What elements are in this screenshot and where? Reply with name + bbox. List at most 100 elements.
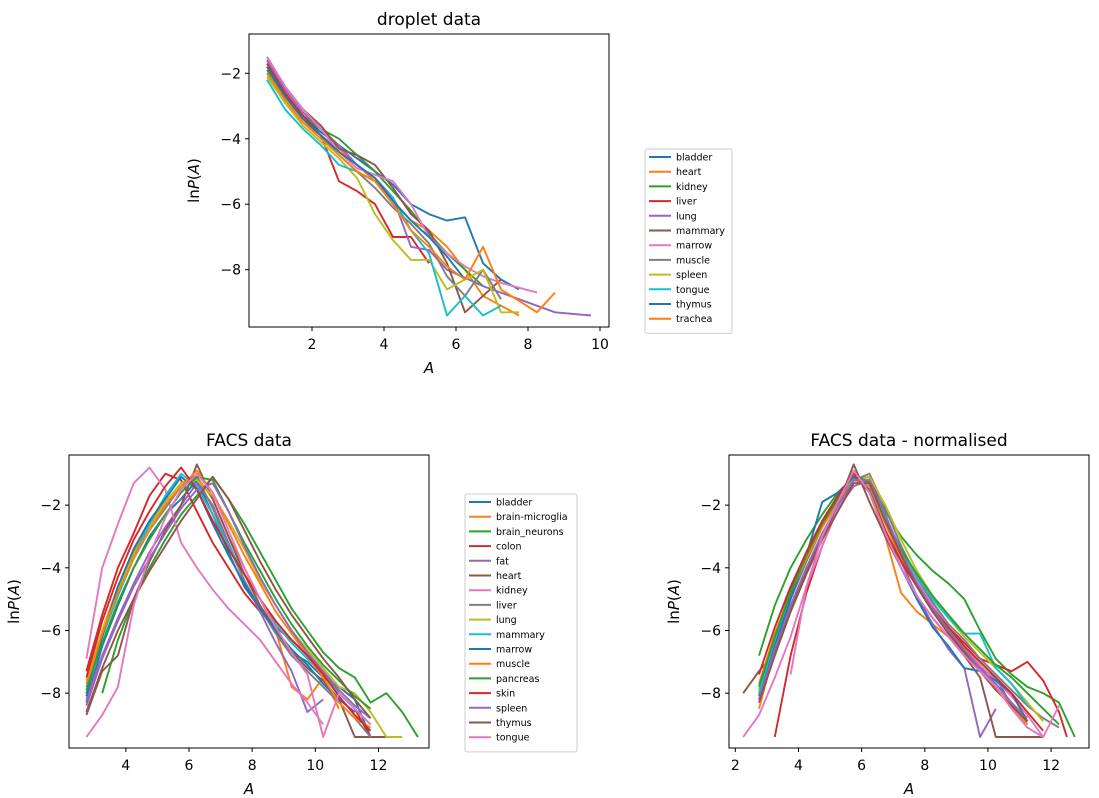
legend-label-marrow: marrow: [676, 241, 712, 252]
series-line-brain_neurons: [101, 475, 419, 738]
y-tick-label: −2: [220, 66, 241, 82]
y-tick-label: −4: [220, 132, 241, 148]
legend-label-skin: skin: [496, 689, 515, 700]
legend: bladder brain-microglia brain_neuronscolon…: [464, 493, 578, 753]
legend-label-kidney: kidney: [496, 586, 528, 597]
legend-label-bladder: bladder: [496, 498, 532, 509]
x-tick-label: 6: [452, 337, 461, 353]
x-tick-label: 8: [248, 758, 257, 774]
series-line-muscle: [758, 479, 1029, 726]
x-tick-label: 8: [524, 337, 533, 353]
series-line-muscle: [266, 66, 502, 300]
axes-frame: [68, 454, 430, 749]
legend-label-lung: lung: [496, 615, 517, 626]
series-line-liver: [266, 63, 430, 264]
legend-label-mammary: mammary: [496, 630, 545, 641]
axes-frame: [728, 454, 1090, 749]
y-tick-label: −8: [40, 686, 61, 702]
series-line-tongue: [789, 469, 1060, 738]
y-tick-label: −2: [40, 498, 61, 514]
series-line-thymus: [85, 475, 372, 719]
y-tick-label: −8: [220, 263, 241, 279]
chart-panel-3: 2 4 6 8 10 12 −2 −4 −6 −8 FACS data - normalised Al…: [665, 431, 1090, 798]
series-line-spleen: [85, 482, 372, 719]
legend-label-tongue: tongue: [496, 733, 530, 744]
legend-label-marrow: marrow: [496, 645, 532, 656]
legend-label-thymus: thymus: [676, 300, 712, 311]
x-tick-label: 10: [591, 337, 609, 353]
chart-title: droplet data: [377, 10, 481, 30]
legend-label-trachea: trachea: [676, 314, 712, 325]
series-line-marrow: [758, 475, 1029, 722]
x-tick-label: 4: [794, 758, 803, 774]
y-tick-label: −8: [700, 686, 721, 702]
series-line-skin: [85, 466, 372, 732]
y-tick-label: −2: [700, 498, 721, 514]
series-line-thymus: [266, 66, 466, 281]
legend-frame: [644, 148, 733, 334]
series-line-pancreas: [758, 472, 1060, 726]
y-tick-label: −4: [40, 561, 61, 577]
series-line-brain-microglia: [85, 475, 340, 710]
legend-label-fat: fat: [496, 556, 509, 567]
series-line-brain_neurons: [758, 475, 1076, 738]
y-axis-label: lnP(A): [185, 158, 203, 203]
x-tick-label: 4: [380, 337, 389, 353]
legend-frame: [464, 493, 578, 753]
x-tick-label: 6: [857, 758, 866, 774]
series-line-lung: [266, 59, 592, 317]
series-line-spleen: [758, 479, 1029, 723]
y-tick-label: −6: [220, 197, 241, 213]
legend-label-pancreas: pancreas: [496, 674, 539, 685]
chart-title: FACS data: [206, 431, 292, 451]
series-line-mammary: [266, 56, 502, 314]
series-line-marrow: [266, 56, 538, 294]
y-axis-label: lnP(A): [5, 579, 23, 624]
legend-label-thymus: thymus: [496, 718, 532, 729]
y-axis-label: lnP(A): [665, 579, 683, 624]
legend-label-colon: colon: [496, 542, 522, 553]
x-tick-label: 10: [979, 758, 997, 774]
x-tick-label: 4: [121, 758, 130, 774]
legend-label-muscle: muscle: [676, 255, 710, 266]
chart-title: FACS data - normalised: [810, 431, 1007, 451]
legend-label-tongue: tongue: [676, 285, 710, 296]
legend-label-heart: heart: [676, 167, 702, 178]
legend-label-brain-microglia: brain-microglia: [496, 512, 568, 523]
series-line-bladder: [758, 475, 1029, 726]
legend-label-liver: liver: [676, 197, 697, 208]
series-line-bladder: [266, 66, 520, 291]
y-tick-label: −4: [700, 561, 721, 577]
legend-label-lung: lung: [676, 211, 697, 222]
x-tick-label: 2: [308, 337, 317, 353]
plot-area: [742, 463, 1076, 738]
x-tick-label: 12: [1042, 758, 1060, 774]
series-line-thymus: [758, 482, 1029, 723]
legend-label-mammary: mammary: [676, 226, 725, 237]
legend-label-bladder: bladder: [676, 153, 712, 164]
legend-label-liver: liver: [496, 600, 517, 611]
y-tick-label: −6: [40, 623, 61, 639]
legend-label-spleen: spleen: [496, 703, 527, 714]
plot-area: [85, 463, 419, 738]
series-line-trachea: [266, 72, 556, 314]
x-tick-label: 8: [920, 758, 929, 774]
x-axis-label: A: [423, 359, 434, 377]
series-line-spleen: [266, 76, 519, 314]
legend-label-spleen: spleen: [676, 270, 707, 281]
series-line-tongue: [85, 472, 372, 738]
axes-frame: [248, 33, 610, 328]
series-line-marrow: [85, 475, 356, 713]
x-tick-label: 6: [185, 758, 194, 774]
legend: bladder heart kidney liver lung mammary marrow…: [644, 148, 733, 334]
series-line-muscle: [85, 469, 372, 729]
x-tick-label: 10: [306, 758, 324, 774]
legend-label-heart: heart: [496, 571, 522, 582]
x-tick-label: 2: [731, 758, 740, 774]
legend-label-brain_neurons: brain_neurons: [496, 527, 564, 538]
series-line-kidney: [85, 466, 324, 726]
x-axis-label: A: [243, 780, 254, 798]
